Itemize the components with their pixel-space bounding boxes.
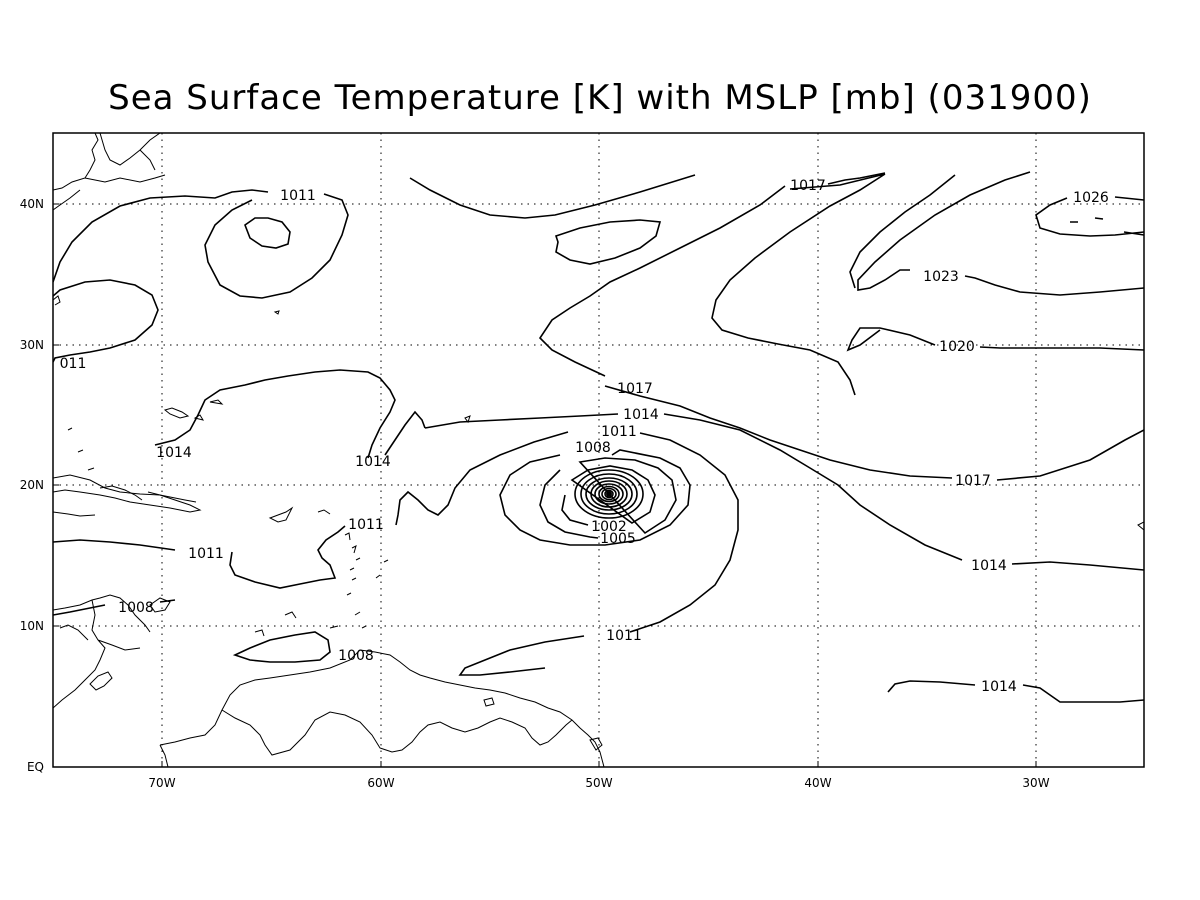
y-tick-label: 10N (20, 619, 44, 633)
hispaniola-coast (99, 485, 197, 503)
y-tick-label: 40N (20, 197, 44, 211)
cuba-coast (53, 474, 202, 513)
contour-label: 1014 (623, 407, 659, 423)
isobar-1017-north (538, 172, 886, 377)
isobar-1023 (857, 171, 1144, 296)
central-america-coast (53, 594, 151, 709)
contour-label: 1008 (338, 648, 374, 664)
isobars-storm-core (574, 469, 644, 519)
contour-label: 1014 (355, 454, 391, 470)
y-axis-labels: EQ 10N 20N 30N 40N (20, 197, 44, 774)
contour-label: 1014 (981, 679, 1017, 695)
african-edge (1137, 521, 1144, 531)
isobar-1011-inner-low (244, 217, 291, 249)
map-title: Sea Surface Temperature [K] with MSLP [m… (108, 78, 1092, 118)
contour-label: 1002 (591, 519, 627, 535)
contour-label: 1023 (923, 269, 959, 285)
x-tick-label: 40W (804, 776, 831, 790)
contour-label: 1008 (118, 600, 154, 616)
bahamas-islands (67, 399, 471, 471)
isobar-1011-caribbean (53, 525, 346, 589)
isobar-1017-central (604, 385, 1144, 481)
isobar-1011-around-low (395, 431, 569, 526)
isobar-1008-low (499, 449, 691, 546)
tick-marks (53, 203, 1037, 767)
amazon-mouth (589, 737, 603, 751)
isobar-1020-upper (849, 174, 956, 289)
x-axis-labels: 70W 60W 50W 40W 30W (148, 776, 1049, 790)
trinidad-island (483, 697, 495, 707)
x-tick-label: 70W (148, 776, 175, 790)
south-america-coast (159, 649, 605, 767)
isobar-1014-west-hook (384, 410, 426, 456)
isobar-1005 (539, 457, 677, 539)
isobar-1008-west (53, 599, 331, 663)
x-tick-label: 50W (585, 776, 612, 790)
lesser-antilles (344, 532, 389, 629)
isobar-1026 (1035, 196, 1144, 237)
isobar-1002 (561, 465, 656, 526)
y-tick-label: EQ (27, 760, 44, 774)
contour-label: 1017 (617, 381, 653, 397)
isobar-1014-west (154, 369, 396, 459)
contour-label: 1017 (790, 178, 826, 194)
isobar-1014-southeast (887, 680, 1144, 703)
contour-label: 1014 (156, 445, 192, 461)
jamaica-pr-coast (53, 506, 331, 523)
contour-label: 1014 (971, 558, 1007, 574)
x-tick-label: 30W (1022, 776, 1049, 790)
contour-label: 011 (60, 356, 87, 372)
isobar-1011-northwest (53, 189, 349, 363)
northeast-coast-detail (99, 133, 161, 171)
isobar-1026-eddies (1070, 217, 1144, 236)
isobars (53, 171, 1144, 703)
contour-label: 1011 (188, 546, 224, 562)
isobar-1017-east-hook (711, 173, 886, 396)
y-tick-label: 20N (20, 478, 44, 492)
contour-label: 1011 (601, 424, 637, 440)
venezuela-islands (254, 611, 339, 637)
isobar-1014-central (424, 413, 1144, 571)
isobar-1011-around-low-east (458, 432, 739, 676)
contour-label: 1005 (600, 531, 636, 547)
contour-label: 1026 (1073, 190, 1109, 206)
contour-label: 1020 (939, 339, 975, 355)
isobar-1020 (846, 327, 1144, 352)
bermuda-island (273, 310, 280, 315)
north-america-coast (53, 133, 166, 306)
contour-label: 1008 (575, 440, 611, 456)
contour-label: 1011 (280, 188, 316, 204)
y-tick-label: 30N (20, 338, 44, 352)
x-tick-label: 60W (367, 776, 394, 790)
contour-label: 1011 (606, 628, 642, 644)
contour-labels: 1011 1017 1026 1023 1020 011 1017 1014 1… (60, 178, 1109, 695)
isobar-1011-upper-right (409, 174, 696, 219)
contour-label: 1011 (348, 517, 384, 533)
contour-label: 1017 (955, 473, 991, 489)
